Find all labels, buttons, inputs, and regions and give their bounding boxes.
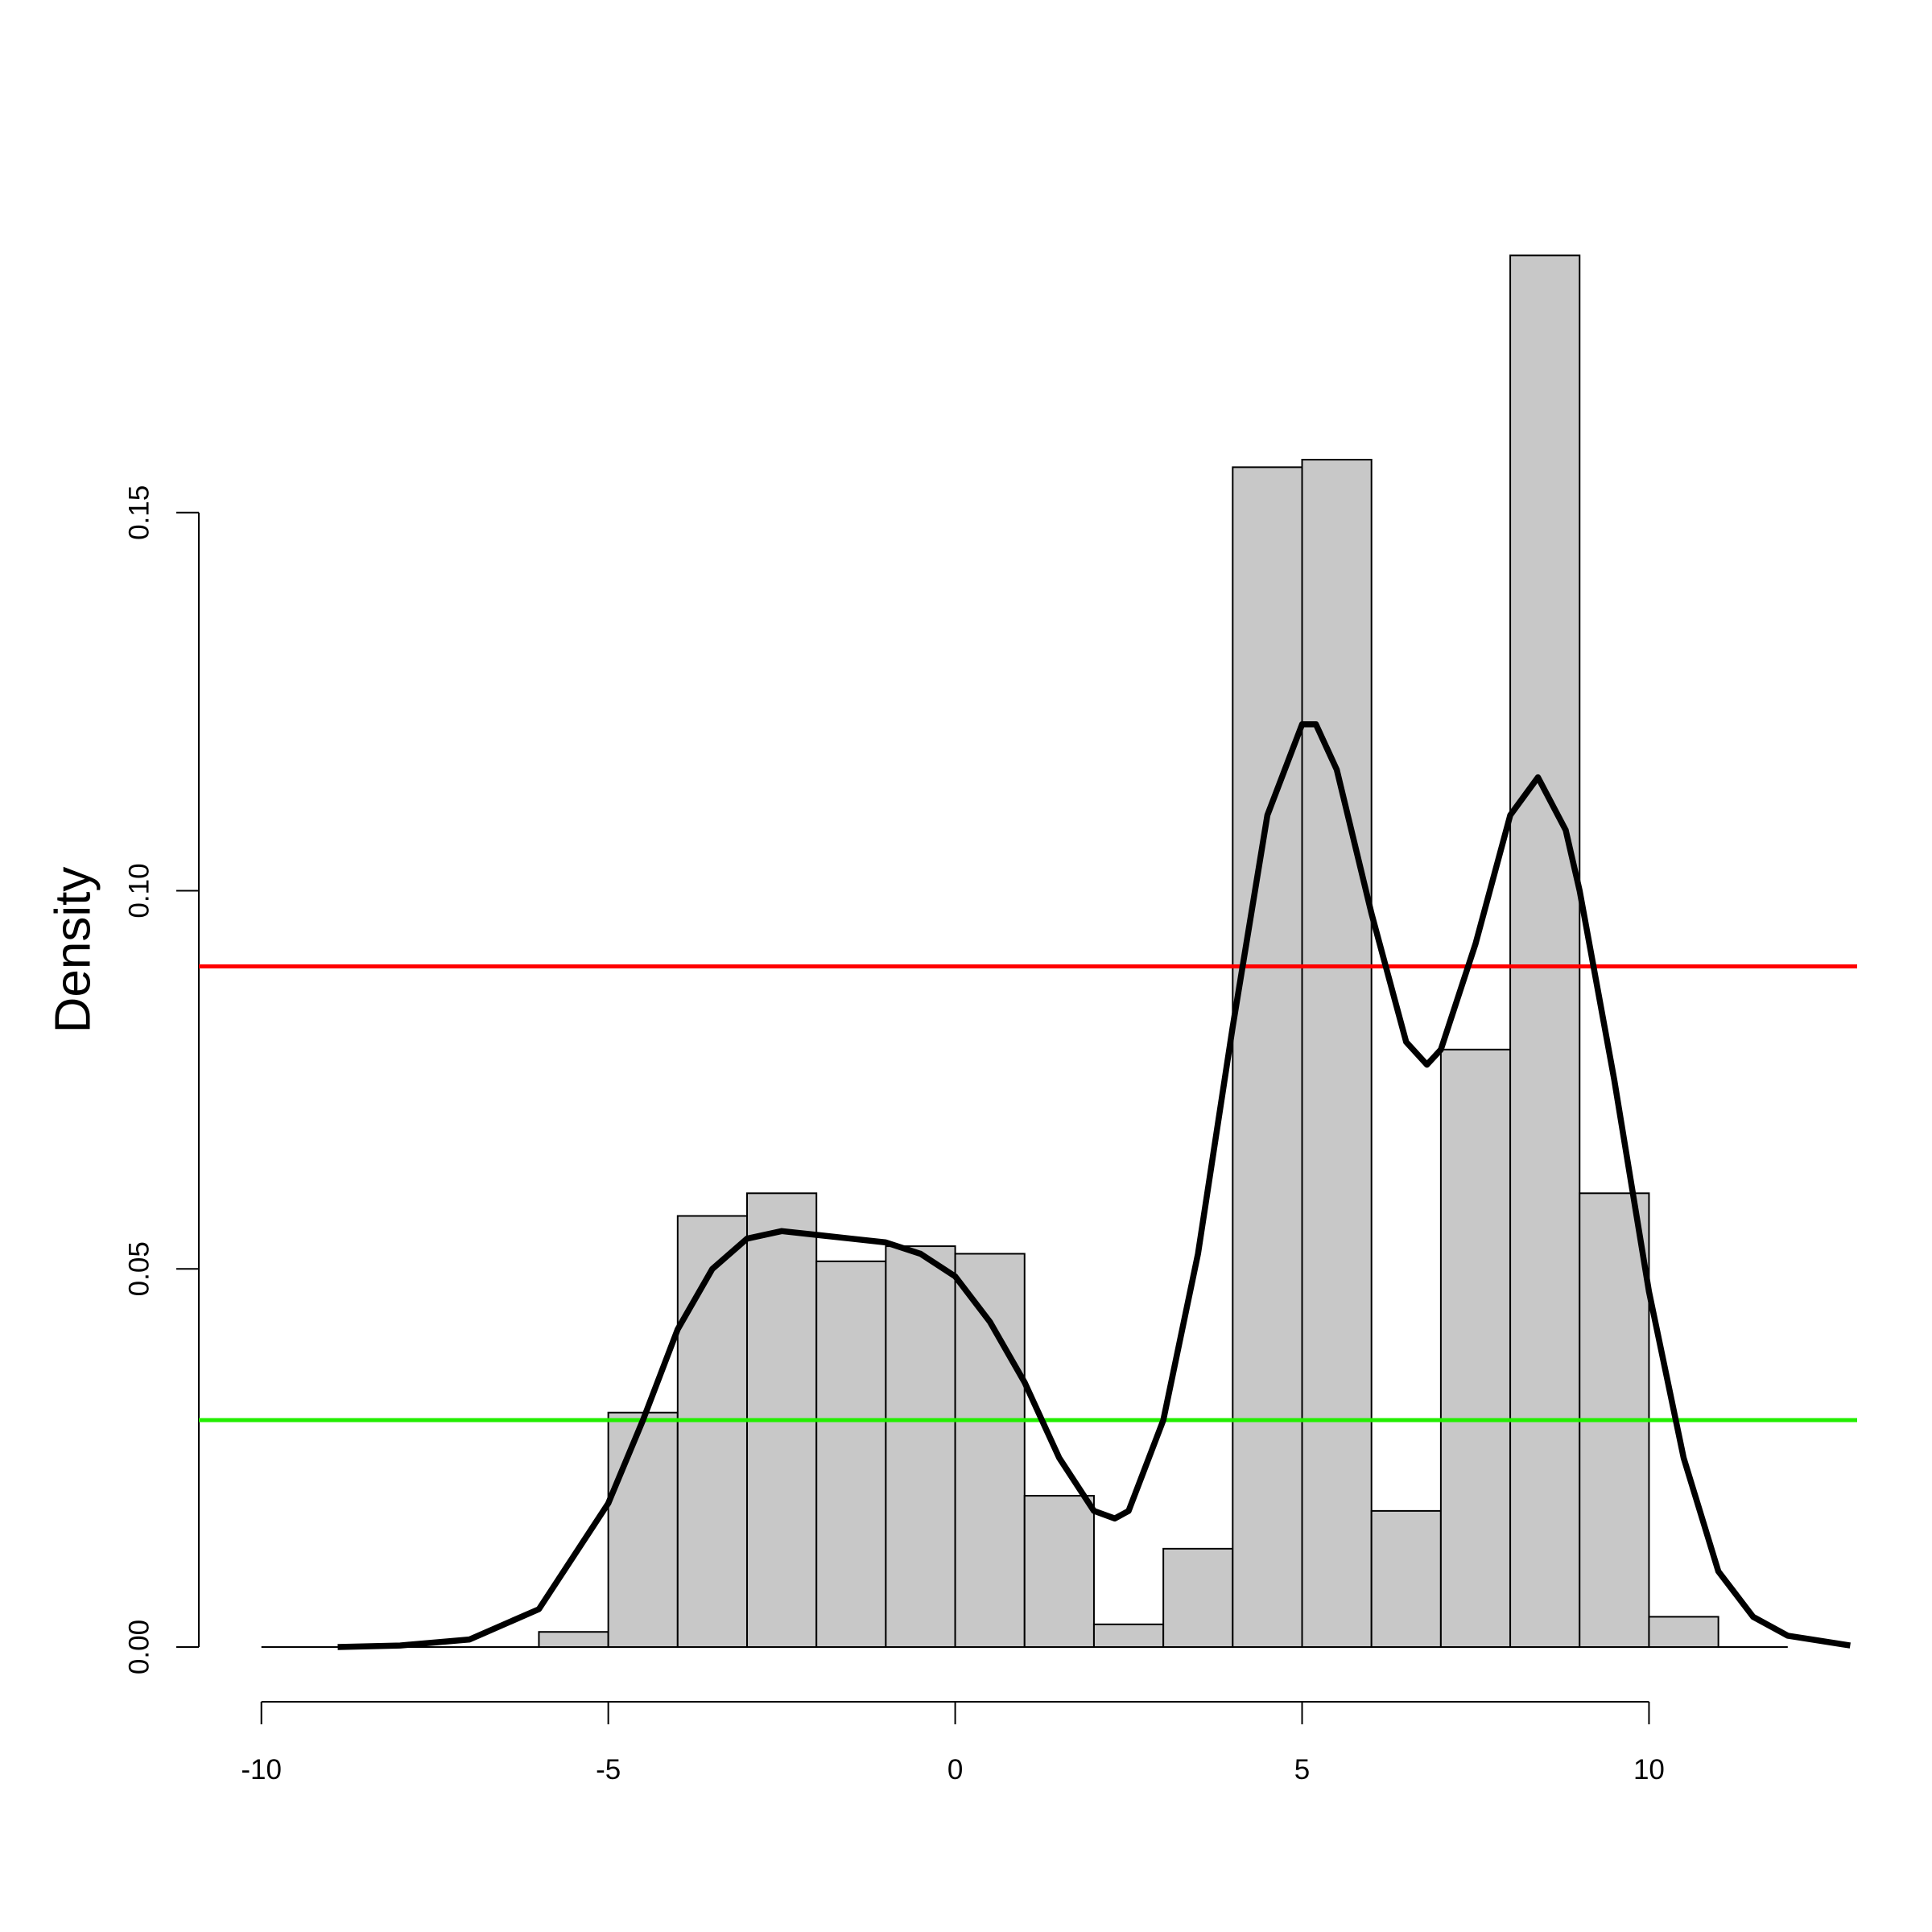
x-tick-label: 10 — [1633, 1754, 1665, 1785]
bar — [1232, 466, 1303, 1648]
bar — [954, 1253, 1026, 1648]
bar — [1370, 1509, 1442, 1649]
x-tick-label: -10 — [241, 1754, 282, 1785]
bar — [1439, 1048, 1512, 1649]
bar — [1092, 1623, 1165, 1648]
x-tick-label: 5 — [1294, 1754, 1310, 1785]
y-axis-label: Density — [45, 867, 101, 1034]
bar — [1648, 1616, 1719, 1649]
x-tick-label: -5 — [596, 1754, 621, 1785]
y-tick-label: 0.15 — [123, 485, 155, 540]
bar — [1023, 1495, 1095, 1648]
bar — [1509, 254, 1581, 1649]
bar — [676, 1215, 749, 1648]
bar — [538, 1631, 609, 1648]
bar — [607, 1411, 679, 1648]
bar — [885, 1245, 956, 1648]
y-tick-label: 0.00 — [123, 1620, 155, 1674]
bar — [815, 1260, 887, 1648]
x-tick-label: 0 — [947, 1754, 963, 1785]
bar — [1162, 1547, 1234, 1648]
density-curve — [337, 721, 1851, 1650]
y-tick-label: 0.05 — [123, 1241, 155, 1296]
y-tick-label: 0.10 — [123, 863, 155, 918]
bar — [1301, 458, 1373, 1648]
